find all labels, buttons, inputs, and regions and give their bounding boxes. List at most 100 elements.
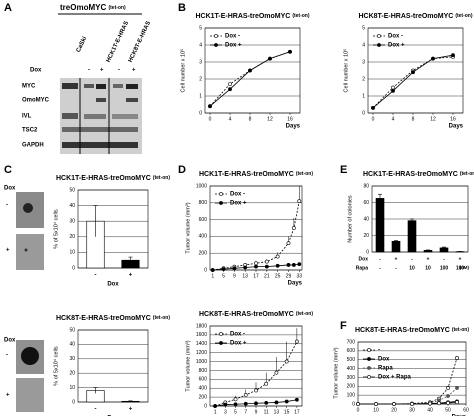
y-axis-label: % of 5x10⁴ cells: [52, 346, 59, 386]
panel-label: F: [340, 320, 347, 332]
x-tick-label: 100: [456, 265, 465, 271]
y-tick-label: 1000: [196, 183, 207, 189]
blot-title-text: treOmoMYC: [60, 3, 106, 12]
x-tick-label: 25: [275, 273, 281, 279]
chart-title: HCK8T-E-HRAS-treOmoMYC (tet-on): [199, 311, 313, 318]
x-tick-label: +: [129, 407, 133, 413]
legend-label: Dox: [378, 357, 390, 363]
y-tick-label: 4: [362, 42, 365, 48]
point: [294, 339, 299, 344]
point: [210, 268, 215, 272]
chart-title: HCK8T-E-HRAS-treOmoMYC (tet-on): [355, 327, 469, 334]
point: [431, 56, 435, 61]
y-tick-label: 2: [199, 76, 202, 82]
subtitle: (tet-on): [153, 175, 171, 181]
protein: MYC: [22, 84, 36, 90]
point: [264, 400, 269, 405]
cell-line: HCK8T-E-HRAS: [128, 20, 152, 63]
legend-label: -: [378, 348, 380, 354]
x-tick-label: 33: [297, 273, 303, 279]
legend-marker: [219, 201, 223, 205]
y-tick-label: 400: [199, 234, 208, 240]
point: [243, 401, 248, 406]
x-tick-label: 15: [284, 409, 290, 415]
cell-line: CaSki: [76, 36, 89, 54]
y-tick-label: 600: [199, 377, 208, 383]
y-tick-label: 0: [352, 401, 355, 407]
y-tick-label: 30: [69, 219, 75, 225]
x-tick-label: 17: [253, 273, 259, 279]
y-tick-label: 10: [69, 250, 75, 256]
y-tick-label: 10: [69, 385, 75, 391]
point: [446, 386, 450, 390]
panel-label: A: [4, 2, 12, 14]
y-tick-label: 0: [362, 110, 365, 116]
x-tick-label: 5: [234, 409, 237, 415]
point: [411, 70, 415, 75]
x-tick-label: 9: [233, 273, 236, 279]
y-tick-label: 5: [199, 25, 202, 31]
x-tick-label: +: [459, 256, 462, 262]
y-axis-label: % of 5x10⁴ cells: [52, 209, 59, 249]
y-tick-label: 1: [362, 93, 365, 99]
blot-image: [60, 78, 142, 154]
point: [410, 402, 414, 406]
point: [371, 106, 375, 110]
point: [254, 388, 258, 393]
protein: GAPDH: [22, 143, 44, 149]
point: [291, 263, 296, 267]
point: [264, 381, 269, 386]
point: [446, 394, 450, 398]
x-tick-label: 13: [274, 409, 280, 415]
title-text: HCK1T-E-HRAS-treOmoMYC: [56, 175, 151, 182]
x-tick-label: 5: [222, 273, 225, 279]
point: [254, 401, 258, 406]
x-tick-label: +: [129, 273, 133, 279]
y-tick-label: 200: [199, 394, 208, 400]
y-tick-label: 4: [199, 42, 202, 48]
legend-marker: [214, 43, 218, 47]
series-line: [212, 263, 300, 271]
point: [455, 386, 459, 390]
legend-marker: [377, 43, 381, 47]
y-tick-label: 0: [72, 399, 75, 405]
panel-label: C: [4, 164, 12, 176]
y-tick-label: 500: [347, 357, 356, 363]
legend-label: Dox +: [230, 201, 247, 207]
point: [228, 82, 232, 87]
subtitle: (tet-on): [455, 13, 473, 19]
x-tick-label: 0: [372, 116, 375, 122]
x-tick-label: 10: [409, 265, 415, 271]
lane: -: [88, 68, 90, 74]
point: [233, 402, 238, 407]
subtitle: (tet-on): [292, 13, 310, 19]
y-tick-label: 200: [199, 251, 208, 257]
point: [275, 254, 280, 259]
series-line: [358, 387, 458, 405]
lane: +: [132, 68, 136, 74]
y-tick-label: 60: [363, 200, 369, 206]
legend-label: Dox -: [230, 332, 245, 338]
lane: +: [100, 68, 104, 74]
legend-marker: [219, 332, 223, 336]
y-tick-label: 1200: [196, 350, 207, 356]
x-tick-label: 11: [264, 409, 269, 415]
plot-frame: [209, 325, 303, 407]
legend-marker: [367, 357, 371, 361]
x-tick-label: 8: [249, 116, 252, 122]
colony-image: [16, 340, 44, 412]
point: [391, 89, 395, 93]
subtitle: (tet-on): [452, 327, 470, 333]
point: [284, 359, 289, 364]
x-tick-label: 10: [373, 407, 379, 413]
treatment: Dox: [30, 68, 42, 74]
legend-marker: [214, 34, 218, 38]
point: [288, 49, 292, 54]
x-tick-label: 4: [229, 116, 232, 122]
x-tick-label: 16: [287, 116, 293, 122]
point: [274, 400, 279, 405]
x-tick-label: 50: [445, 407, 451, 413]
point: [428, 401, 432, 406]
point: [233, 397, 238, 402]
